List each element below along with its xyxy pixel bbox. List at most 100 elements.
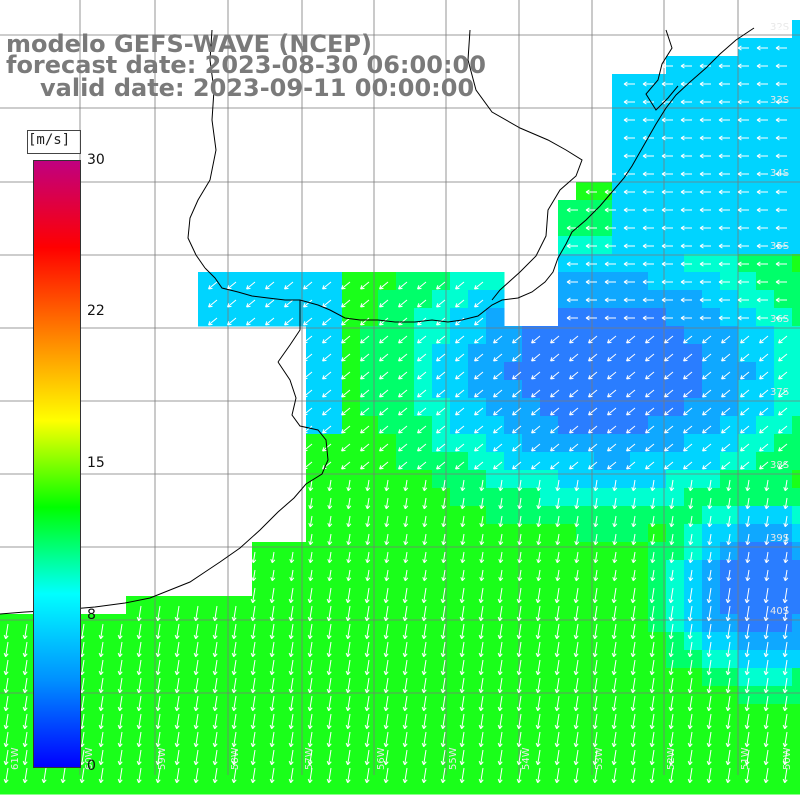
field-cell	[342, 596, 361, 615]
field-cell	[504, 560, 523, 579]
field-cell	[450, 704, 469, 723]
field-cell	[306, 668, 325, 687]
field-cell	[666, 452, 685, 471]
field-cell	[306, 398, 325, 417]
field-cell	[450, 380, 469, 399]
wind-arrow	[250, 695, 256, 712]
wind-arrow	[642, 261, 654, 267]
wind-arrow	[573, 749, 579, 766]
wind-arrow	[756, 225, 768, 231]
wind-arrow	[307, 695, 313, 712]
wind-arrow	[664, 461, 674, 470]
field-cell	[198, 704, 217, 723]
wind-arrow	[642, 225, 654, 231]
field-cell	[612, 632, 631, 651]
field-cell	[288, 650, 307, 669]
field-cell	[684, 614, 703, 633]
wind-arrow	[721, 335, 731, 344]
field-cell	[756, 650, 775, 669]
field-cell	[396, 398, 415, 417]
wind-arrow	[440, 731, 446, 748]
field-cell	[774, 272, 793, 291]
field-cell	[558, 506, 577, 525]
wind-arrow	[436, 461, 446, 470]
wind-arrow	[642, 189, 654, 195]
field-cell	[612, 452, 631, 471]
field-cell	[612, 182, 631, 201]
field-cell	[90, 776, 109, 795]
wind-arrow	[379, 407, 389, 416]
field-cell	[18, 632, 37, 651]
field-cell	[756, 632, 775, 651]
field-cell	[270, 722, 289, 741]
field-cell	[612, 506, 631, 525]
field-cell	[612, 470, 631, 489]
field-cell	[342, 650, 361, 669]
wind-arrow	[588, 353, 598, 362]
wind-arrow	[417, 407, 427, 416]
wind-arrow	[588, 335, 598, 344]
field-cell	[738, 74, 757, 93]
field-cell	[180, 740, 199, 759]
wind-arrow	[782, 731, 788, 748]
wind-arrow	[783, 479, 789, 492]
field-cell	[522, 596, 541, 615]
field-cell	[396, 578, 415, 597]
wind-arrow	[478, 641, 484, 658]
field-cell	[414, 542, 433, 561]
field-cell	[720, 686, 739, 705]
wind-arrow	[554, 713, 560, 730]
field-cell	[792, 92, 800, 111]
field-cell	[486, 668, 505, 687]
field-cell	[252, 776, 271, 795]
field-cell	[180, 650, 199, 669]
field-cell	[378, 740, 397, 759]
wind-arrow	[402, 677, 408, 694]
wind-arrow	[668, 695, 674, 712]
field-cell	[414, 416, 433, 435]
wind-arrow	[516, 641, 522, 658]
field-cell	[774, 506, 793, 525]
field-cell	[630, 596, 649, 615]
wind-arrow	[136, 695, 142, 712]
wind-arrow	[493, 407, 503, 416]
field-cell	[594, 650, 613, 669]
wind-arrow	[322, 353, 332, 362]
wind-arrow	[383, 659, 389, 676]
field-cell	[576, 200, 595, 219]
field-cell	[756, 344, 775, 363]
field-cell	[774, 416, 793, 435]
field-cell	[558, 434, 577, 453]
wind-arrow	[631, 515, 637, 528]
field-cell	[648, 326, 667, 345]
field-cell	[450, 542, 469, 561]
field-cell	[504, 470, 523, 489]
wind-arrow	[303, 407, 313, 416]
field-cell	[432, 470, 451, 489]
wind-arrow	[384, 533, 390, 546]
wind-arrow	[775, 135, 787, 141]
field-cell	[558, 668, 577, 687]
field-cell	[540, 578, 559, 597]
field-cell	[594, 344, 613, 363]
wind-arrow	[155, 677, 161, 694]
field-cell	[216, 686, 235, 705]
field-cell	[486, 488, 505, 507]
wind-arrow	[479, 479, 485, 492]
field-cell	[648, 182, 667, 201]
field-cell	[684, 542, 703, 561]
wind-arrow	[193, 731, 199, 748]
field-cell	[198, 614, 217, 633]
field-cell	[18, 704, 37, 723]
wind-arrow	[593, 551, 599, 564]
field-cell	[576, 308, 595, 327]
field-cell	[702, 542, 721, 561]
field-cell	[504, 578, 523, 597]
field-cell	[648, 416, 667, 435]
field-cell	[216, 632, 235, 651]
wind-arrow	[231, 767, 237, 784]
field-cell	[594, 218, 613, 237]
colorbar-tick: 22	[87, 303, 105, 319]
field-cell	[648, 362, 667, 381]
wind-arrow	[764, 569, 770, 582]
